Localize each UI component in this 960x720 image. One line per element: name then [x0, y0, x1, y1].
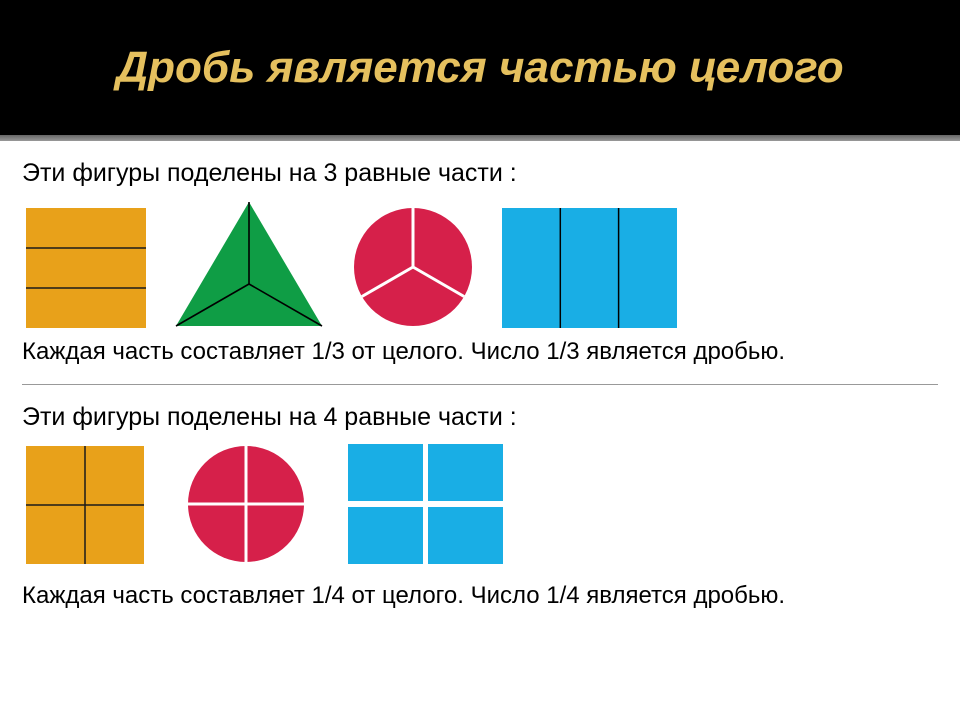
section1-label: Эти фигуры поделены на 3 равные части : [22, 159, 938, 188]
section2-caption: Каждая часть составляет 1/4 от целого. Ч… [22, 582, 938, 610]
shape-triangle-thirds [174, 200, 324, 328]
shape-square-quarters [26, 446, 144, 564]
shape-rect-thirds [502, 208, 677, 328]
slide-content: Эти фигуры поделены на 3 равные части : [0, 141, 960, 620]
section-divider [22, 384, 938, 385]
shape-circle-quarters [186, 444, 306, 564]
section2-shapes [26, 444, 938, 564]
shape-circle-thirds [352, 206, 474, 328]
section1-shapes [26, 200, 938, 328]
section1-caption: Каждая часть составляет 1/3 от целого. Ч… [22, 338, 938, 366]
shape-square-thirds [26, 208, 146, 328]
shape-grid-quarters [348, 444, 503, 564]
slide-header: Дробь является частью целого [0, 0, 960, 135]
section2-label: Эти фигуры поделены на 4 равные части : [22, 403, 938, 432]
slide-title: Дробь является частью целого [116, 43, 843, 93]
